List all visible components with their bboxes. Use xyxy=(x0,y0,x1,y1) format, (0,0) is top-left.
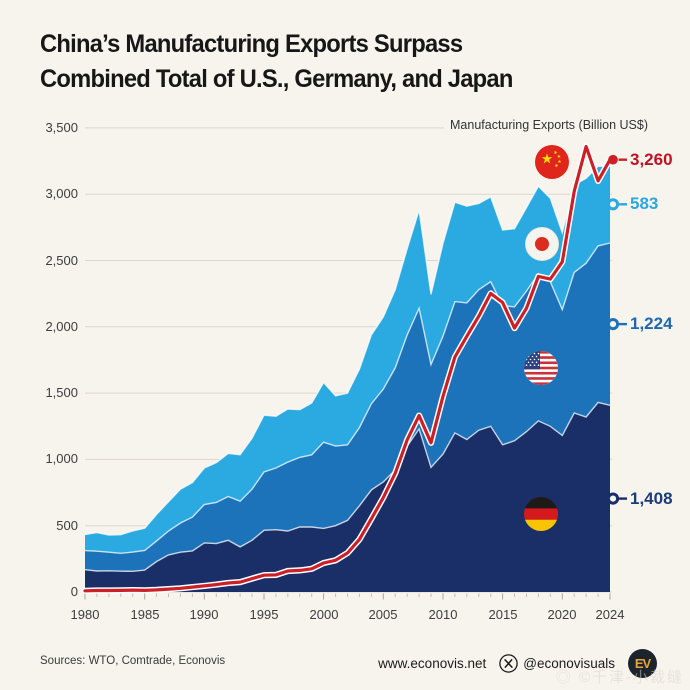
y-tick-label: 2,000 xyxy=(45,319,78,334)
y-tick-label: 2,500 xyxy=(45,253,78,268)
x-tick-label: 2000 xyxy=(309,607,339,622)
germany-flag-icon xyxy=(524,497,558,531)
x-tick-label: 2015 xyxy=(488,607,518,622)
website-link[interactable]: www.econovis.net xyxy=(378,656,487,671)
y-tick-label: 3,500 xyxy=(45,120,78,135)
econovis-logo: EV xyxy=(628,649,657,678)
y-tick-label: 0 xyxy=(70,584,78,599)
watermark-text: ◎ ©千津-小裁缝 xyxy=(555,669,684,686)
x-social-icon xyxy=(499,654,518,673)
x-tick-label: 1990 xyxy=(189,607,219,622)
x-tick-label: 1995 xyxy=(249,607,279,622)
sources-text: Sources: WTO, Comtrade, Econovis xyxy=(40,655,226,667)
japan-flag-icon xyxy=(525,227,559,261)
value-label-china: 3,260 xyxy=(630,150,673,169)
us-flag-icon xyxy=(524,351,558,385)
x-tick-label: 1985 xyxy=(130,607,160,622)
chart-subtitle: Manufacturing Exports (Billion US$) xyxy=(444,118,648,132)
value-label-germany: 1,408 xyxy=(630,489,673,508)
y-tick-label: 500 xyxy=(56,518,78,533)
x-tick-label: 1980 xyxy=(70,607,100,622)
y-tick-label: 1,000 xyxy=(45,451,78,466)
title-line-2: Combined Total of U.S., Germany, and Jap… xyxy=(40,65,513,93)
page-title: China’s Manufacturing Exports Surpass Co… xyxy=(40,27,513,97)
value-label-japan: 583 xyxy=(630,194,659,213)
x-tick-label: 2020 xyxy=(547,607,577,622)
x-tick-label: 2005 xyxy=(368,607,398,622)
y-tick-label: 3,000 xyxy=(45,186,78,201)
social-handle[interactable]: @econovisuals xyxy=(523,656,615,671)
footer-right: www.econovis.net @econovisuals EV xyxy=(378,649,657,678)
y-tick-label: 1,500 xyxy=(45,385,78,400)
value-label-united-states: 1,224 xyxy=(630,314,673,333)
x-tick-label: 2010 xyxy=(428,607,458,622)
china-flag-icon xyxy=(535,145,569,179)
x-tick-label: 2024 xyxy=(595,607,625,622)
title-line-1: China’s Manufacturing Exports Surpass xyxy=(40,30,463,58)
